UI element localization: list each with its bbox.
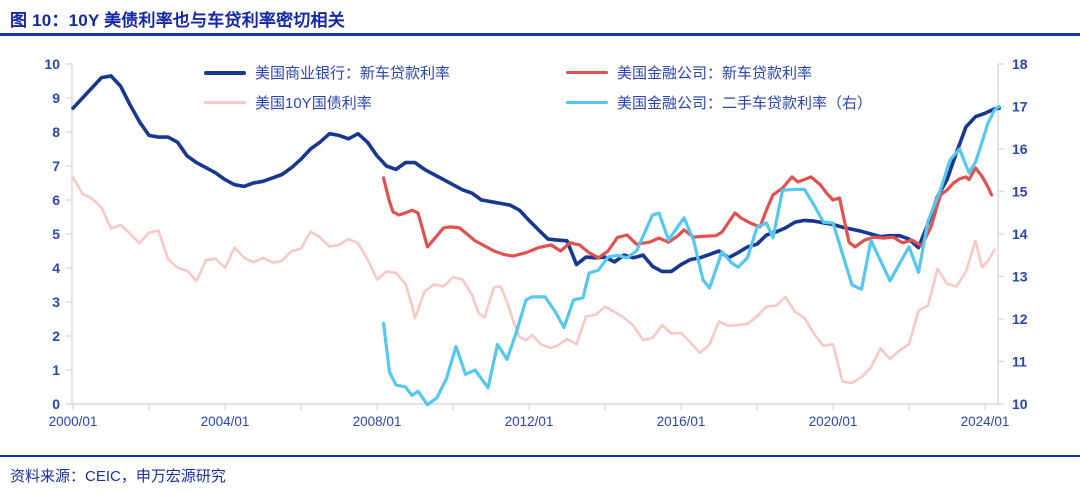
y-axis-left-tick-label: 2 [52,328,60,344]
legend-label: 美国商业银行：新车贷款利率 [255,65,451,82]
legend-label: 美国金融公司：新车贷款利率 [617,65,813,82]
legend-label: 美国10Y国债利率 [255,95,372,112]
y-axis-left-tick-label: 0 [52,396,60,412]
y-axis-left-tick-label: 10 [44,56,60,72]
source-rule [0,455,1080,457]
series-line-2 [71,176,996,385]
y-axis-right-tick-label: 12 [1012,311,1028,327]
legend-swatch [566,71,608,74]
series-line-1 [381,166,994,260]
y-axis-right-tick-label: 10 [1012,396,1028,412]
legend-swatch [566,101,608,104]
y-axis-left-tick-label: 1 [52,362,60,378]
legend-label: 美国金融公司：二手车贷款利率（右） [617,95,873,112]
y-axis-right-tick-label: 13 [1012,269,1028,285]
y-axis-left-tick-label: 7 [52,158,60,174]
x-axis-tick-label: 2008/01 [353,414,402,429]
x-axis-tick-label: 2024/01 [961,414,1010,429]
y-axis-left-tick-label: 8 [52,124,60,140]
x-axis-tick-label: 2020/01 [809,414,858,429]
y-axis-right-tick-label: 14 [1012,226,1028,242]
y-axis-left-tick-label: 5 [52,226,60,242]
y-axis-right-tick-label: 17 [1012,99,1028,115]
x-axis-tick-label: 2000/01 [49,414,98,429]
y-axis-right-tick-label: 11 [1012,354,1027,370]
x-axis-tick-label: 2012/01 [505,414,554,429]
series-line-3 [381,104,1001,407]
legend-swatch [204,101,246,104]
legend-item: 美国商业银行：新车贷款利率 [204,62,450,83]
y-axis-left-tick-label: 9 [52,90,60,106]
title-rule [0,33,1080,36]
source-text: 资料来源：CEIC，申万宏源研究 [10,468,226,485]
legend-item: 美国金融公司：新车贷款利率 [566,62,812,83]
y-axis-right-tick-label: 18 [1012,56,1028,72]
page-title: 图 10：10Y 美债利率也与车贷利率密切相关 [10,11,345,30]
y-axis-left-tick-label: 6 [52,192,60,208]
legend-item: 美国10Y国债利率 [204,92,372,113]
x-axis-tick-label: 2016/01 [657,414,706,429]
y-axis-left-tick-label: 3 [52,294,60,310]
series-line-0 [71,74,1001,274]
legend-item: 美国金融公司：二手车贷款利率（右） [566,92,872,113]
legend-swatch [204,70,246,75]
y-axis-right-tick-label: 16 [1012,141,1028,157]
y-axis-left-tick-label: 4 [52,260,60,276]
y-axis-right-tick-label: 15 [1012,184,1028,200]
x-axis-tick-label: 2004/01 [201,414,250,429]
